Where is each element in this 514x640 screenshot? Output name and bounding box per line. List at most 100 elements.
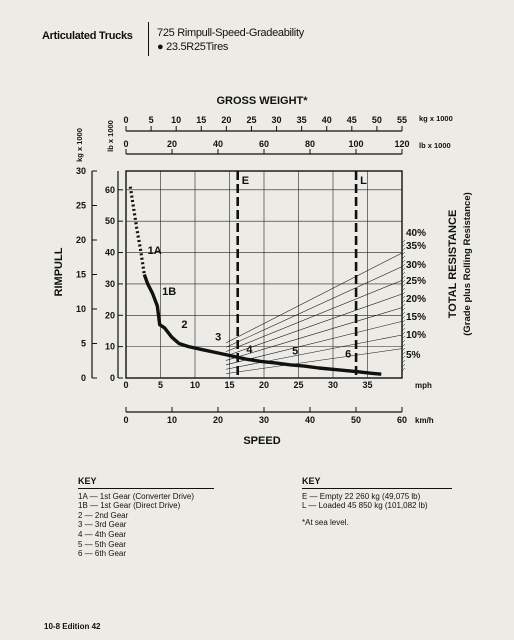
lb-weight-tick-label: 20 (167, 139, 177, 149)
hatch-mark (401, 243, 406, 248)
y-axis-label: RIMPULL (53, 247, 65, 296)
kg-rimpull-tick-label: 15 (76, 270, 86, 280)
hatch-mark (401, 331, 406, 336)
kg-rimpull-tick-label: 20 (76, 235, 86, 245)
gear-label: 6 (345, 349, 351, 361)
weight-key-row: L — Loaded 45 850 kg (101,082 lb) (302, 501, 428, 511)
grade-label: 5% (406, 350, 421, 361)
hatch-mark (401, 271, 406, 276)
hatch-mark (401, 283, 406, 288)
hatch-mark (401, 251, 406, 256)
hatch-mark (401, 335, 406, 340)
hatch-mark (401, 267, 406, 272)
gear-label: 3 (215, 331, 221, 343)
hatch-mark (401, 311, 406, 316)
weight-line-label: L (360, 175, 367, 187)
hatch-mark (401, 359, 406, 364)
hatch-mark (401, 279, 406, 284)
grade-label: 10% (406, 330, 426, 341)
gross-weight-axes: 0 5 10 15 20 25 30 35 40 45 50 55 kg x 1000 0 20 40 60 80… (123, 114, 453, 155)
kg-weight-tick-label: 45 (347, 115, 357, 125)
speed-axes: 0 5 10 15 20 25 30 35 mph 0 10 20 30 40 50 60 km/h (123, 380, 433, 425)
tire-spec: ● 23.5R25Tires (157, 41, 229, 53)
lb-weight-tick-label: 0 (123, 139, 128, 149)
mph-tick-label: 35 (362, 380, 372, 390)
kmh-tick-label: 10 (167, 415, 177, 425)
lb-weight-tick-label: 120 (394, 139, 409, 149)
lb-weight-tick-label: 60 (259, 139, 269, 149)
grade-label: 25% (406, 276, 426, 287)
hatch-mark (401, 339, 406, 344)
hatch-mark (401, 239, 406, 244)
grade-label: 40% (406, 228, 426, 239)
hatch-mark (401, 347, 406, 352)
mph-tick-label: 10 (190, 380, 200, 390)
kmh-tick-label: 60 (397, 415, 407, 425)
hatch-mark (401, 263, 406, 268)
grade-label: 30% (406, 260, 426, 271)
mph-tick-label: 20 (259, 380, 269, 390)
section-title: Articulated Trucks (42, 30, 133, 42)
kg-weight-tick-label: 30 (272, 115, 282, 125)
hatch-mark (401, 295, 406, 300)
hatch-mark (401, 323, 406, 328)
gear-label: 1A (148, 245, 162, 257)
gear-label: 4 (246, 344, 253, 356)
hatch-mark (401, 363, 406, 368)
kg-weight-tick-label: 5 (149, 115, 154, 125)
grade-line (226, 348, 403, 374)
lb-rimpull-tick-label: 30 (105, 279, 115, 289)
lb-rimpull-tick-label: 20 (105, 310, 115, 320)
hatch-mark (401, 255, 406, 260)
kg-rimpull-tick-label: 10 (76, 304, 86, 314)
lb-weight-tick-label: 80 (305, 139, 315, 149)
gear-key-title: KEY (78, 476, 214, 489)
hatch-mark (401, 307, 406, 312)
kg-rimpull-unit: kg x 1000 (75, 128, 84, 162)
kg-weight-tick-label: 0 (123, 115, 128, 125)
grade-line (225, 280, 403, 352)
mph-tick-label: 5 (158, 380, 163, 390)
header-divider (148, 22, 149, 56)
gear-key-row: 1A — 1st Gear (Converter Drive) (78, 491, 195, 501)
plot-area: 40% 35% 30% 25% 20% 15% 10% 5% E L 1A 1B 2 3 4 5 6 (125, 170, 426, 379)
weight-key: KEY E — Empty 22 260 kg (49,075 lb) L — L… (302, 476, 452, 527)
sea-level-note: *At sea level. (302, 517, 349, 527)
lb-rimpull-unit: lb x 1000 (106, 120, 115, 152)
page-footer: 10-8 Edition 42 (44, 622, 101, 631)
kmh-tick-label: 40 (305, 415, 315, 425)
kmh-tick-label: 30 (259, 415, 269, 425)
lb-rimpull-tick-label: 0 (110, 373, 115, 383)
chart-heading: 725 Rimpull-Speed-Gradeability (157, 27, 304, 39)
hatch-mark (401, 351, 406, 356)
kmh-unit: km/h (415, 416, 434, 425)
gear-label: 5 (292, 345, 298, 357)
converter-drive-curve (128, 186, 146, 275)
kg-weight-tick-label: 50 (372, 115, 382, 125)
hatch-mark (401, 291, 406, 296)
grade-line (225, 266, 403, 348)
rimpull-axes: 0 5 10 15 20 25 30 kg x 1000 0 10 20 30 40 50 60 lb x 1… (75, 120, 123, 383)
kg-rimpull-tick-label: 0 (81, 373, 86, 383)
mph-tick-label: 15 (224, 380, 234, 390)
grade-line (225, 252, 403, 344)
lb-rimpull-tick-label: 40 (105, 248, 115, 258)
lb-rimpull-tick-label: 60 (105, 185, 115, 195)
kmh-tick-label: 20 (213, 415, 223, 425)
kg-rimpull-tick-label: 25 (76, 201, 86, 211)
mph-unit: mph (415, 381, 432, 390)
right-axis-label-1: TOTAL RESISTANCE (447, 210, 459, 319)
kmh-tick-label: 0 (123, 415, 128, 425)
grade-line (225, 334, 403, 370)
mph-tick-label: 0 (123, 380, 128, 390)
kg-weight-tick-label: 25 (246, 115, 256, 125)
hatch-mark (401, 299, 406, 304)
hatch-mark (401, 367, 406, 372)
grade-line (225, 307, 403, 361)
chart-title: GROSS WEIGHT* (216, 95, 308, 107)
grade-line (225, 293, 403, 357)
kg-weight-tick-label: 20 (221, 115, 231, 125)
kmh-tick-label: 50 (351, 415, 361, 425)
gear-key-row: 2 — 2nd Gear (78, 510, 129, 520)
gear-key: KEY 1A — 1st Gear (Converter Drive) 1B — … (78, 476, 214, 559)
